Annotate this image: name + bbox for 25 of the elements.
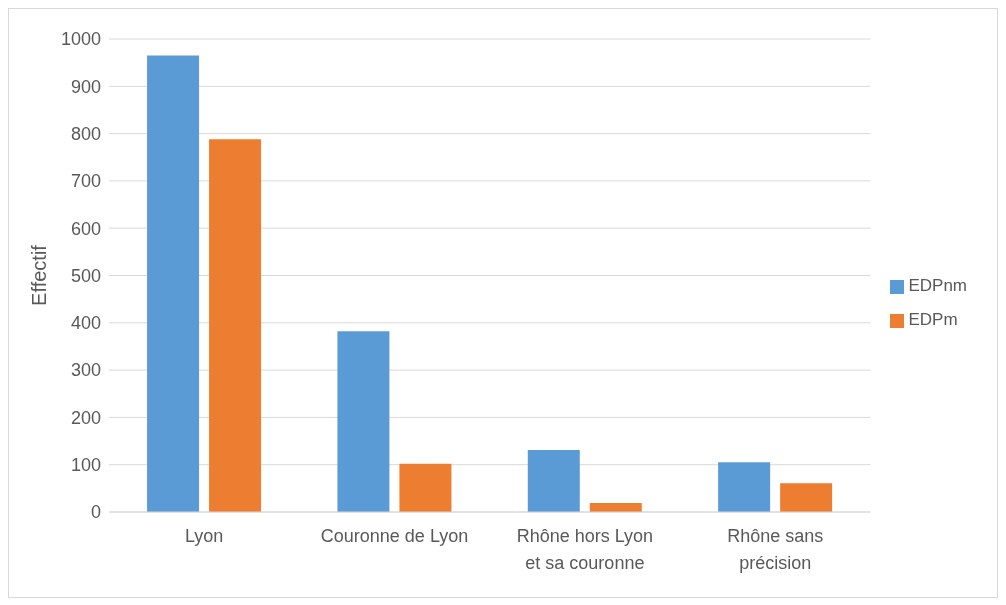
x-tick-label: Rhône hors Lyon et sa couronne [516, 526, 654, 573]
y-tick-label: 300 [70, 360, 101, 381]
y-axis-title: Effectif [28, 244, 51, 306]
bar [209, 139, 262, 512]
bar [780, 483, 833, 512]
bar [527, 450, 580, 512]
bar [718, 462, 771, 512]
legend-label: EDPm [908, 310, 958, 329]
y-tick-label: 600 [70, 218, 101, 239]
y-tick-label: 100 [70, 455, 101, 476]
x-tick-label: Couronne de Lyon [320, 526, 469, 546]
y-tick-label: 400 [70, 313, 101, 334]
legend-label: EDPnm [908, 276, 967, 295]
x-tick-label: Rhône sans précision [727, 526, 824, 573]
x-tick-label: Lyon [184, 526, 224, 546]
bar [399, 463, 452, 512]
y-tick-label: 800 [70, 123, 101, 144]
y-tick-label: 900 [70, 76, 101, 97]
bar [337, 331, 390, 512]
bar [147, 55, 200, 512]
y-tick-label: 0 [90, 502, 101, 523]
y-tick-label: 1000 [60, 29, 101, 50]
y-tick-label: 700 [70, 171, 101, 192]
y-tick-label: 500 [70, 265, 101, 286]
y-tick-label: 200 [70, 407, 101, 428]
